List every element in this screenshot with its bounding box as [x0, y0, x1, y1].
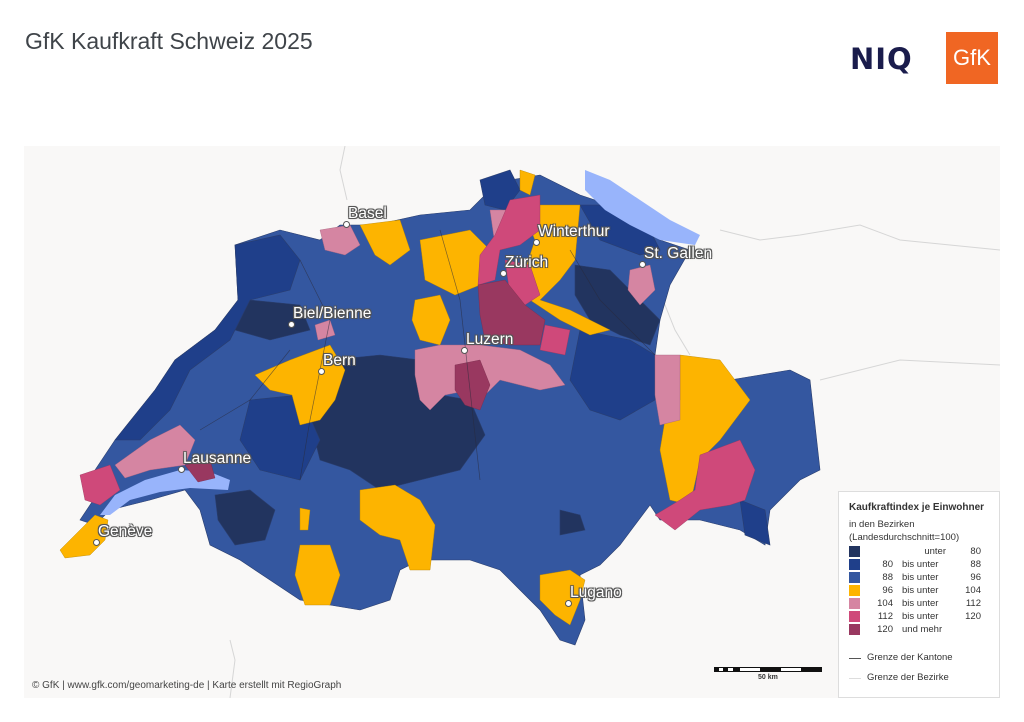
city-label: St. Gallen — [644, 245, 713, 262]
page-title: GfK Kaufkraft Schweiz 2025 — [25, 28, 313, 54]
legend: Kaufkraftindex je Einwohner in den Bezir… — [838, 491, 1000, 698]
class-80-88 — [114, 169, 771, 546]
scale-bar — [714, 667, 822, 672]
city-label: Biel/Bienne — [293, 305, 372, 322]
city-dot-icon — [639, 261, 646, 268]
city-dot-icon — [343, 221, 350, 228]
legend-canton-border: Grenze der Kantone — [867, 652, 953, 663]
city-dot-icon — [565, 600, 572, 607]
city-label: Luzern — [466, 331, 514, 348]
legend-subtitle-1: in den Bezirken — [849, 519, 915, 530]
country-borders — [229, 146, 1000, 698]
city-label: Winterthur — [538, 223, 610, 240]
legend-subtitle: in den Bezirken (Landesdurchschnitt=100) — [849, 518, 959, 544]
canton-border-line-icon — [849, 658, 861, 659]
legend-swatch — [849, 624, 860, 635]
legend-swatch — [849, 598, 860, 609]
city-label: Lausanne — [183, 450, 252, 467]
legend-class-row: 80 bis unter 88 — [849, 559, 989, 571]
city-dot-icon — [318, 368, 325, 375]
legend-class-row: 120 und mehr — [849, 624, 989, 636]
legend-class-row: 104 bis unter 112 — [849, 598, 989, 610]
map-panel: Basel Winterthur Zürich St. Gallen Biel/Bien… — [24, 146, 1000, 698]
city-label: Basel — [348, 205, 387, 222]
scale-label: 50 km — [758, 674, 778, 681]
legend-subtitle-2: (Landesdurchschnitt=100) — [849, 532, 960, 543]
niq-logo: NIQ — [850, 42, 913, 76]
legend-district-border: Grenze der Bezirke — [867, 672, 949, 683]
city-label: Lugano — [570, 584, 622, 601]
city-label: Bern — [323, 352, 356, 369]
legend-class-row: 112 bis unter 120 — [849, 611, 989, 623]
legend-class-row: unter 80 — [849, 546, 989, 558]
class-96-104 — [59, 169, 751, 626]
city-dot-icon — [178, 466, 185, 473]
legend-swatch — [849, 585, 860, 596]
city-dot-icon — [500, 270, 507, 277]
legend-swatch — [849, 611, 860, 622]
legend-swatch — [849, 546, 860, 557]
city-dot-icon — [533, 239, 540, 246]
class-104-112 — [114, 209, 681, 479]
legend-swatch — [849, 572, 860, 583]
city-label: Genève — [98, 523, 153, 540]
city-dot-icon — [461, 347, 468, 354]
legend-swatch — [849, 559, 860, 570]
legend-class-row: 96 bis unter 104 — [849, 585, 989, 597]
legend-class-row: 88 bis unter 96 — [849, 572, 989, 584]
class-under-80 — [214, 264, 661, 546]
city-dot-icon — [93, 539, 100, 546]
city-dot-icon — [288, 321, 295, 328]
switzerland-map — [59, 146, 1000, 698]
canton-borders — [199, 229, 656, 481]
gfk-logo: GfK — [946, 32, 998, 84]
city-label: Zürich — [505, 254, 549, 271]
legend-title: Kaufkraftindex je Einwohner — [849, 502, 985, 513]
footer-credit: © GfK | www.gfk.com/geomarketing-de | Ka… — [32, 680, 342, 691]
class-120-plus — [184, 279, 546, 483]
district-border-line-icon — [849, 678, 861, 679]
gfk-logo-text: GfK — [953, 45, 991, 70]
